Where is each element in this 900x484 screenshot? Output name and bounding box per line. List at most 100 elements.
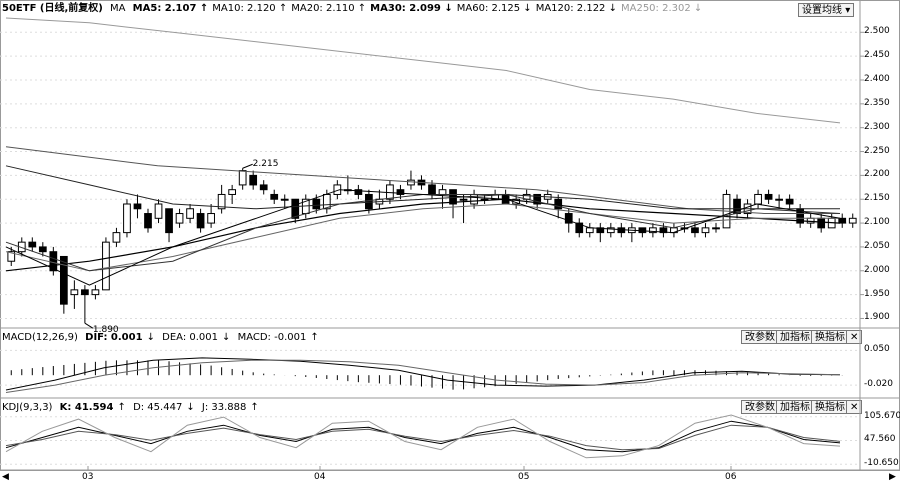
kdj-close-icon[interactable]: ✕ [846,400,863,414]
candle [365,193,373,210]
candle [354,189,363,195]
x-tick-label: 03 [82,472,94,482]
scroll-right-icon[interactable]: ▶ [889,472,896,482]
candle [838,217,847,224]
kdj-line-k [5,420,841,453]
price-tick-label: 2.200 [864,169,890,180]
kdj-header: KDJ(9,3,3) K: 41.594 ↑ D: 45.447 ↓ J: 33.8… [2,401,263,415]
chart-title: 50ETF (日线,前复权) [2,3,103,14]
candle [228,189,237,195]
arrow-up-icon: ↑ [310,332,319,343]
ma-value-ma120: MA120: 2.122 ↓ [535,3,617,14]
ma-label: MA [110,3,126,14]
chevron-down-icon: ▾ [845,5,851,16]
price-tick-label: 1.900 [864,312,890,323]
candle [764,193,773,200]
candle [270,193,279,200]
ma-line-ma60 [5,165,840,210]
arrow-up-icon: ↑ [117,402,126,413]
candle [817,217,826,229]
kdj-k: K: 41.594 [59,402,114,413]
ma-line-ma5 [5,189,841,286]
candle [533,193,542,205]
candle [575,222,584,234]
arrow-down-icon: ↓ [186,402,195,413]
candle [428,184,436,195]
candle [596,227,605,234]
candle [396,189,405,195]
candle [154,203,163,219]
candle [186,208,194,219]
candle [217,193,226,210]
candle [112,232,121,243]
candle [691,227,699,234]
low-marker [84,322,94,329]
ma-value-ma250: MA250: 2.302 ↓ [620,3,703,14]
candle [459,198,468,201]
ma-value-ma60: MA60: 2.125 ↓ [456,3,532,14]
candle [407,179,415,186]
macd-header: MACD(12,26,9) DIF: 0.001 ↓ DEA: 0.001 ↓ MA… [2,331,323,345]
kdj-d: D: 45.447 [133,402,183,413]
candle [712,227,720,230]
candle [70,289,79,296]
price-tick-label: 2.400 [864,74,890,84]
ma-line-ma20 [5,203,840,272]
candle [785,198,794,205]
ma-value-ma10: MA10: 2.120 ↑ [212,3,288,14]
ma-line-ma10 [5,194,841,272]
candle [438,189,447,195]
candle [59,255,68,305]
candle [312,198,321,210]
candle [102,241,110,291]
macd-tick-label: 0.050 [864,344,890,355]
settings-ma-button[interactable]: 设置均线 ▾ [798,3,855,17]
candle [165,208,173,234]
candle [606,227,615,234]
ma-value-ma5: MA5: 2.107 ↑ [132,3,209,14]
candle [775,198,783,201]
candle [249,174,258,186]
candle [259,184,268,191]
candle [196,213,205,229]
high-annotation: 2.215 [253,159,279,169]
candle [28,241,37,248]
candle [133,203,142,210]
arrow-down-icon: ↓ [146,332,155,343]
candle [564,213,573,224]
candle [659,227,668,234]
ma-value-ma20: MA20: 2.110 ↑ [291,3,367,14]
ma-line-ma250 [5,17,841,124]
kdj-line-d [5,424,841,451]
price-tick-label: 2.000 [864,264,890,275]
candle [49,251,58,272]
macd-line-dif [5,357,841,391]
x-tick-label: 05 [518,472,530,482]
chart-frame [0,0,900,471]
kdj-tick-label: 47.560 [864,434,896,445]
low-annotation: 1.890 [93,325,119,335]
kdj-tick-label: 105.670 [864,410,900,421]
price-tick-label: 2.050 [864,240,890,251]
candle [701,227,710,234]
price-tick-label: 2.350 [864,97,890,108]
price-tick-label: 2.100 [864,217,890,228]
macd-close-icon[interactable]: ✕ [846,330,863,344]
kdj-line-j [5,414,841,459]
x-tick-label: 06 [725,472,737,482]
price-tick-label: 2.300 [864,121,890,132]
macd-line-dea [5,359,841,393]
candle [91,289,100,296]
ma-line-ma30 [5,198,841,272]
kdj-j: J: 33.888 [201,402,247,413]
candle [585,227,594,234]
candle [238,170,247,186]
candle [81,289,89,296]
candle [38,246,47,253]
ma-values: MA5: 2.107 ↑ MA10: 2.120 ↑ MA20: 2.110 ↑ MA… [133,3,707,14]
macd-tick-label: -0.020 [864,379,894,390]
candle [848,217,857,224]
macd-dea: DEA: 0.001 [162,332,218,343]
scroll-left-icon[interactable]: ◀ [2,472,9,482]
